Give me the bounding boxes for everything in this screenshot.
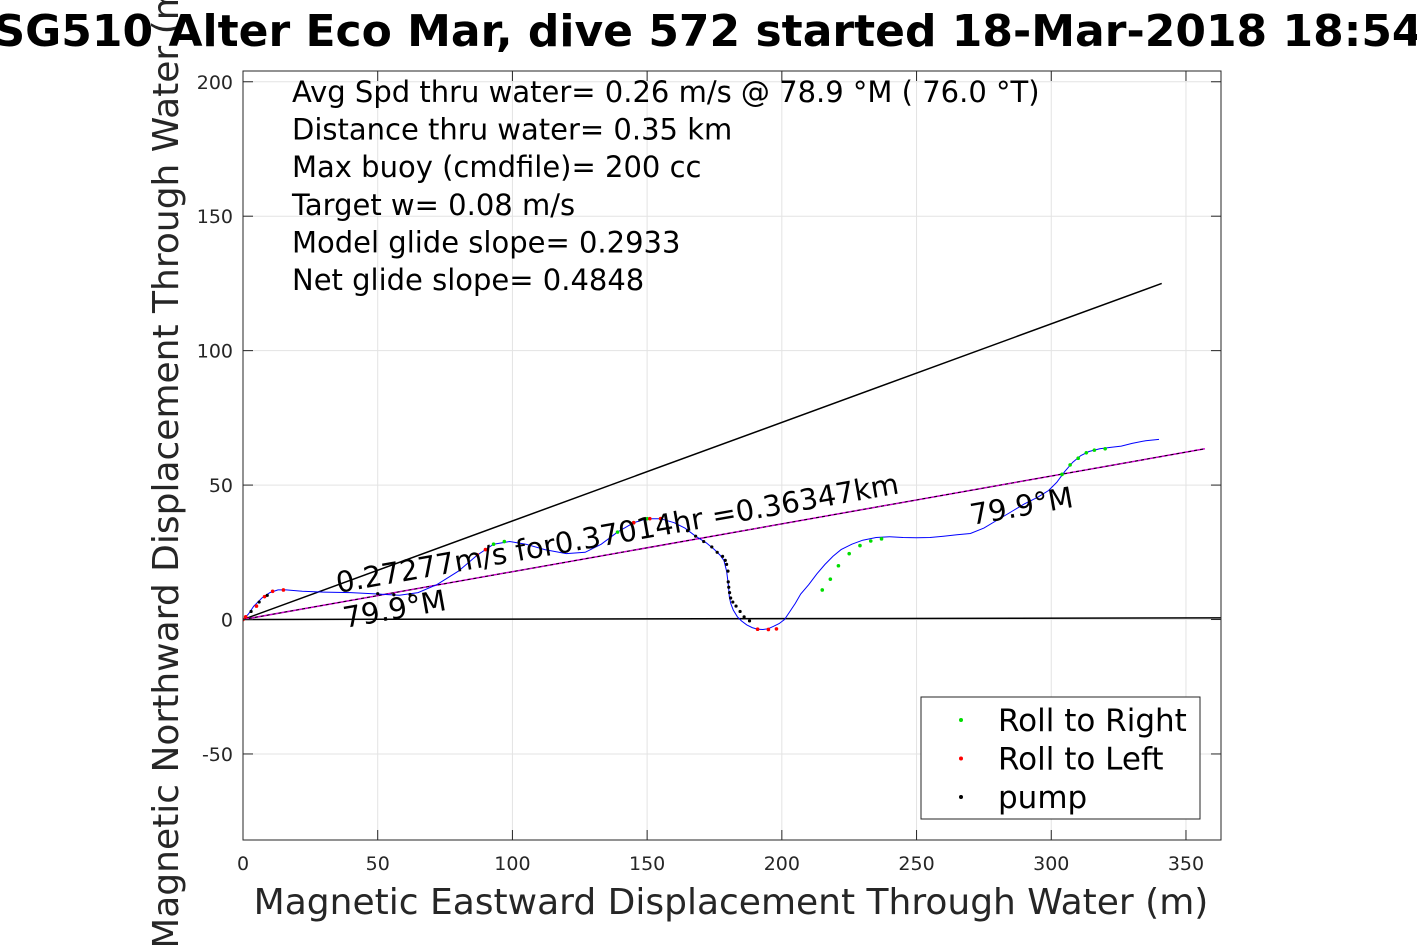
roll-left-point: [243, 615, 248, 619]
x-tick-label: 200: [764, 853, 800, 875]
roll-right-point: [1084, 451, 1089, 455]
pump-point: [720, 554, 725, 558]
legend-label: Roll to Right: [998, 703, 1187, 739]
pump-point: [723, 558, 727, 562]
zero-reference-line: [243, 617, 1221, 621]
pump-point: [747, 619, 752, 623]
pump-point: [726, 569, 730, 573]
roll-right-point: [847, 551, 851, 556]
x-axis-label: Magnetic Eastward Displacement Through W…: [254, 882, 1209, 923]
roll-left-point: [262, 594, 267, 599]
pump-point: [702, 539, 706, 544]
y-tick-label: 0: [221, 610, 233, 632]
x-tick-label: 0: [237, 853, 249, 875]
roll-right-point: [820, 588, 825, 592]
roll-right-point: [502, 539, 507, 544]
roll-right-point: [1103, 446, 1107, 451]
x-tick-label: 300: [1033, 853, 1069, 875]
y-tick-label: 100: [197, 341, 233, 363]
stat-line: Avg Spd thru water= 0.26 m/s @ 78.9 °M (…: [292, 75, 1040, 109]
pump-point: [408, 592, 412, 597]
pump-point: [265, 593, 269, 597]
roll-right-point: [836, 563, 841, 568]
pump-point: [727, 591, 732, 595]
roll-left-point: [270, 589, 275, 594]
y-tick-label: 200: [197, 72, 233, 94]
roll-right-point: [615, 530, 620, 534]
roll-left-point: [631, 520, 636, 525]
pump-point: [742, 615, 746, 619]
pump-point: [392, 593, 396, 597]
pump-point: [725, 562, 729, 566]
pump-point: [257, 600, 261, 604]
roll-right-point: [1060, 472, 1064, 477]
stat-line: Model glide slope= 0.2933: [292, 225, 680, 259]
roll-left-point: [774, 627, 779, 631]
axis-ticks: 0 50 100 150 200 250 300 350 -50 0 50 100 150 200: [197, 71, 1221, 875]
legend-label: Roll to Left: [998, 742, 1164, 778]
roll-right-point: [491, 542, 496, 547]
stat-line: Target w= 0.08 m/s: [291, 188, 575, 222]
legend-marker: [959, 718, 963, 722]
model-glide-line: [243, 282, 1162, 621]
pump-point: [694, 534, 698, 538]
net-heading-line-dash: [243, 448, 1205, 621]
pump-point: [726, 580, 730, 584]
roll-right-point: [1076, 456, 1081, 460]
roll-right-point: [868, 539, 873, 543]
pump-point: [376, 592, 380, 596]
roll-right-point: [858, 543, 862, 548]
roll-left-point: [483, 547, 488, 552]
y-tick-label: -50: [202, 744, 233, 766]
roll-right-point: [1068, 463, 1072, 467]
y-axis-label: Magnetic Northward Displacement Through …: [146, 0, 187, 945]
pump-point: [738, 609, 742, 614]
pump-point: [731, 600, 735, 604]
x-tick-label: 250: [898, 853, 934, 875]
roll-right-point: [879, 537, 884, 541]
y-tick-label: 150: [197, 206, 233, 228]
pump-point: [710, 545, 714, 549]
stat-line: Max buoy (cmdfile)= 200 cc: [292, 150, 701, 184]
pump-point: [734, 604, 738, 608]
x-tick-label: 100: [494, 853, 530, 875]
roll-left-point: [648, 516, 652, 521]
legend-marker: [959, 756, 963, 761]
y-tick-label: 50: [209, 475, 233, 497]
pump-point: [715, 550, 719, 554]
roll-left-point: [755, 627, 760, 631]
pump-point: [727, 585, 731, 589]
roll-left-point: [658, 516, 663, 521]
roll-right-point: [828, 577, 833, 581]
chart-title: SG510 Alter Eco Mar, dive 572 started 18…: [0, 6, 1417, 57]
roll-right-point: [645, 516, 649, 521]
roll-left-point: [766, 627, 771, 632]
roll-left-point: [475, 553, 480, 557]
x-tick-label: 150: [629, 853, 665, 875]
legend-label: pump: [998, 780, 1087, 816]
legend-box: [920, 696, 1201, 820]
dive-track-line: [243, 438, 1160, 631]
stats-text-block: Avg Spd thru water= 0.26 m/s @ 78.9 °M (…: [291, 75, 1040, 297]
plot-frame: [242, 70, 1222, 841]
roll-left-point: [254, 604, 259, 608]
x-tick-label: 350: [1168, 853, 1204, 875]
stat-line: Distance thru water= 0.35 km: [292, 113, 732, 147]
stat-line: Net glide slope= 0.4848: [292, 263, 644, 297]
x-tick-label: 50: [366, 853, 390, 875]
pump-point: [729, 596, 733, 600]
pump-point: [685, 529, 690, 533]
roll-right-point: [1092, 448, 1097, 452]
roll-left-point: [281, 588, 286, 592]
legend-marker: [959, 795, 963, 799]
pump-point: [249, 609, 253, 614]
plot-series: [243, 282, 1221, 632]
